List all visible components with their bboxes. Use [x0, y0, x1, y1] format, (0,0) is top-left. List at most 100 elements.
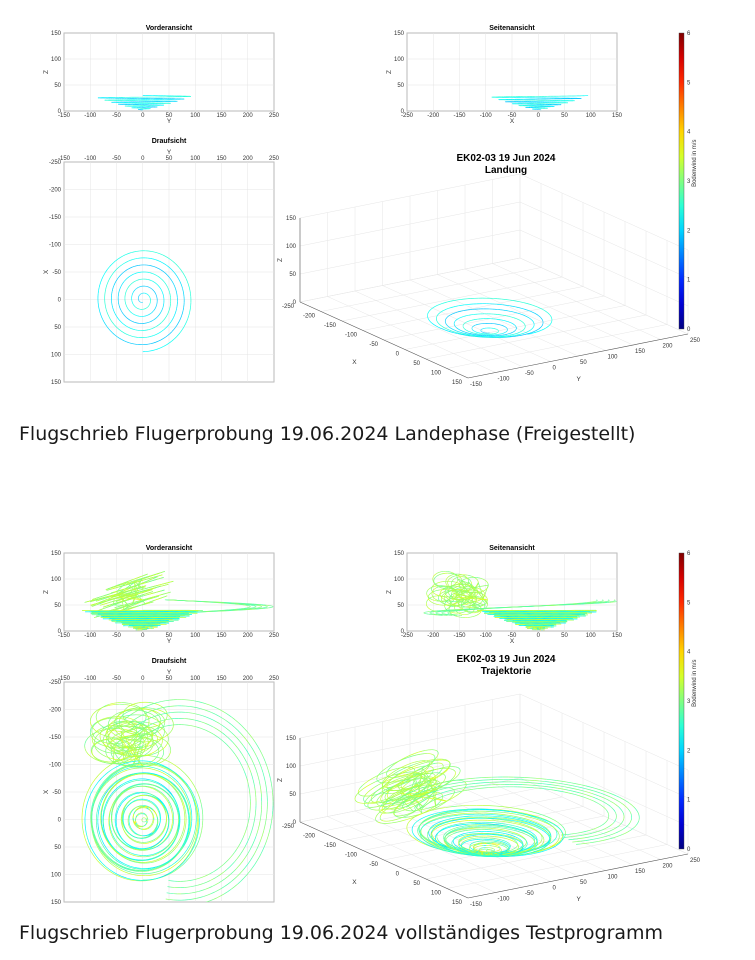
trajectory-segment: [105, 284, 108, 288]
trajectory-segment: [152, 574, 156, 576]
trajectory-segment: [523, 329, 525, 331]
trajectory-segment: [519, 313, 523, 315]
y-axis-label: Y: [577, 376, 582, 383]
trajectory-segment: [185, 321, 188, 325]
trajectory-segment: [107, 266, 110, 270]
trajectory-segment: [123, 261, 127, 264]
trajectory-segment: [125, 581, 130, 584]
trajectory-segment: [173, 336, 177, 340]
trajectory-segment: [547, 312, 550, 315]
figure-full-program-canvas: -150 -100 -50 0 50 100 150 200 250 0 50 100 150 Vorde…: [43, 545, 701, 908]
trajectory-segment: [163, 336, 166, 339]
trajectory-segment: [123, 254, 126, 257]
y-tick-label: 50: [397, 83, 404, 89]
trajectory-segment: [174, 263, 178, 266]
trajectory-segment: [540, 307, 543, 310]
trajectory-segment: [164, 582, 168, 584]
trajectory-projection: [97, 95, 192, 111]
trajectory-segment: [98, 599, 102, 601]
gridline: [437, 274, 606, 351]
trajectory-segment: [154, 282, 156, 284]
colorbar-tick-label: 5: [687, 80, 691, 86]
x-tick-label: 50: [166, 156, 173, 162]
trajectory-segment: [131, 274, 134, 276]
trajectory-segment: [113, 594, 118, 597]
x-tick-label: -200: [427, 113, 440, 119]
trajectory-segment: [527, 330, 530, 332]
trajectory-segment: [148, 598, 151, 600]
trajectory-segment: [428, 320, 431, 322]
trajectory-segment: [542, 309, 545, 311]
trajectory-segment: [107, 604, 111, 606]
trajectory-segment: [145, 581, 150, 584]
trajectory-segment: [128, 259, 131, 262]
trajectory-segment: [546, 325, 549, 328]
trajectory-segment: [147, 590, 150, 592]
trajectory-segment: [158, 276, 161, 278]
trajectory-segment: [145, 589, 149, 592]
trajectory-segment: [117, 593, 122, 595]
trajectory-segment: [449, 314, 451, 316]
trajectory-segment: [124, 590, 129, 593]
trajectory-segment: [109, 264, 112, 268]
trajectory-segment: [127, 286, 129, 289]
trajectory-segment: [114, 586, 119, 589]
trajectory-segment: [149, 321, 152, 323]
trajectory-segment: [158, 339, 162, 342]
trajectory-segment: [166, 313, 169, 316]
trajectory-segment: [153, 273, 156, 276]
trajectory-segment: [126, 317, 128, 319]
trajectory-segment: [95, 599, 99, 601]
trajectory-segment: [128, 275, 131, 278]
trajectory-segment: [129, 342, 133, 344]
x-tick-label: 150: [452, 380, 463, 386]
trajectory-segment: [99, 281, 102, 285]
trajectory-segment: [429, 321, 432, 323]
trajectory-segment: [457, 328, 459, 330]
trajectory-segment: [513, 323, 515, 326]
trajectory-segment: [161, 291, 163, 293]
trajectory-segment: [530, 311, 534, 313]
y-tick-label: 150: [51, 551, 62, 557]
trajectory-segment: [124, 340, 127, 343]
trajectory-segment: [157, 575, 160, 577]
trajectory-segment: [172, 282, 175, 285]
trajectory-segment: [117, 593, 121, 596]
trajectory-segment: [112, 591, 117, 594]
trajectory-segment: [457, 311, 460, 313]
trajectory-segment: [132, 592, 138, 595]
trajectory-segment: [440, 311, 442, 313]
trajectory-segment: [169, 331, 172, 334]
trajectory-segment: [119, 605, 123, 607]
trajectory-segment: [108, 316, 111, 319]
trajectory-segment: [98, 308, 100, 312]
trajectory-segment: [448, 307, 451, 309]
trajectory-segment: [177, 320, 180, 324]
trajectory-segment: [139, 600, 144, 603]
trajectory-segment: [105, 324, 108, 327]
main-title: EK02-03 19 Jun 2024: [457, 153, 556, 164]
x-tick-label: 200: [243, 113, 254, 119]
trajectory-segment: [159, 286, 161, 289]
trajectory-segment: [170, 268, 173, 271]
trajectory-segment: [179, 281, 182, 284]
trajectory-segment: [153, 341, 157, 344]
trajectory-segment: [130, 586, 134, 589]
trajectory-segment: [133, 600, 139, 603]
trajectory-segment: [144, 590, 148, 593]
trajectory-segment: [439, 303, 443, 305]
gridline: [299, 173, 689, 251]
x-tick-label: -100: [84, 633, 97, 639]
x-tick-label: -150: [58, 633, 71, 639]
trajectory-segment: [105, 605, 108, 607]
trajectory-segment: [454, 320, 457, 322]
trajectory-segment: [137, 601, 141, 604]
trajectory-segment: [130, 283, 132, 285]
trajectory-segment: [176, 322, 179, 326]
trajectory-segment: [515, 312, 518, 314]
z-tick-label: 50: [289, 272, 296, 278]
trajectory-segment: [126, 268, 130, 271]
trajectory-segment: [123, 589, 127, 592]
x-tick-label: 0: [141, 156, 145, 162]
trajectory-segment: [113, 260, 117, 263]
